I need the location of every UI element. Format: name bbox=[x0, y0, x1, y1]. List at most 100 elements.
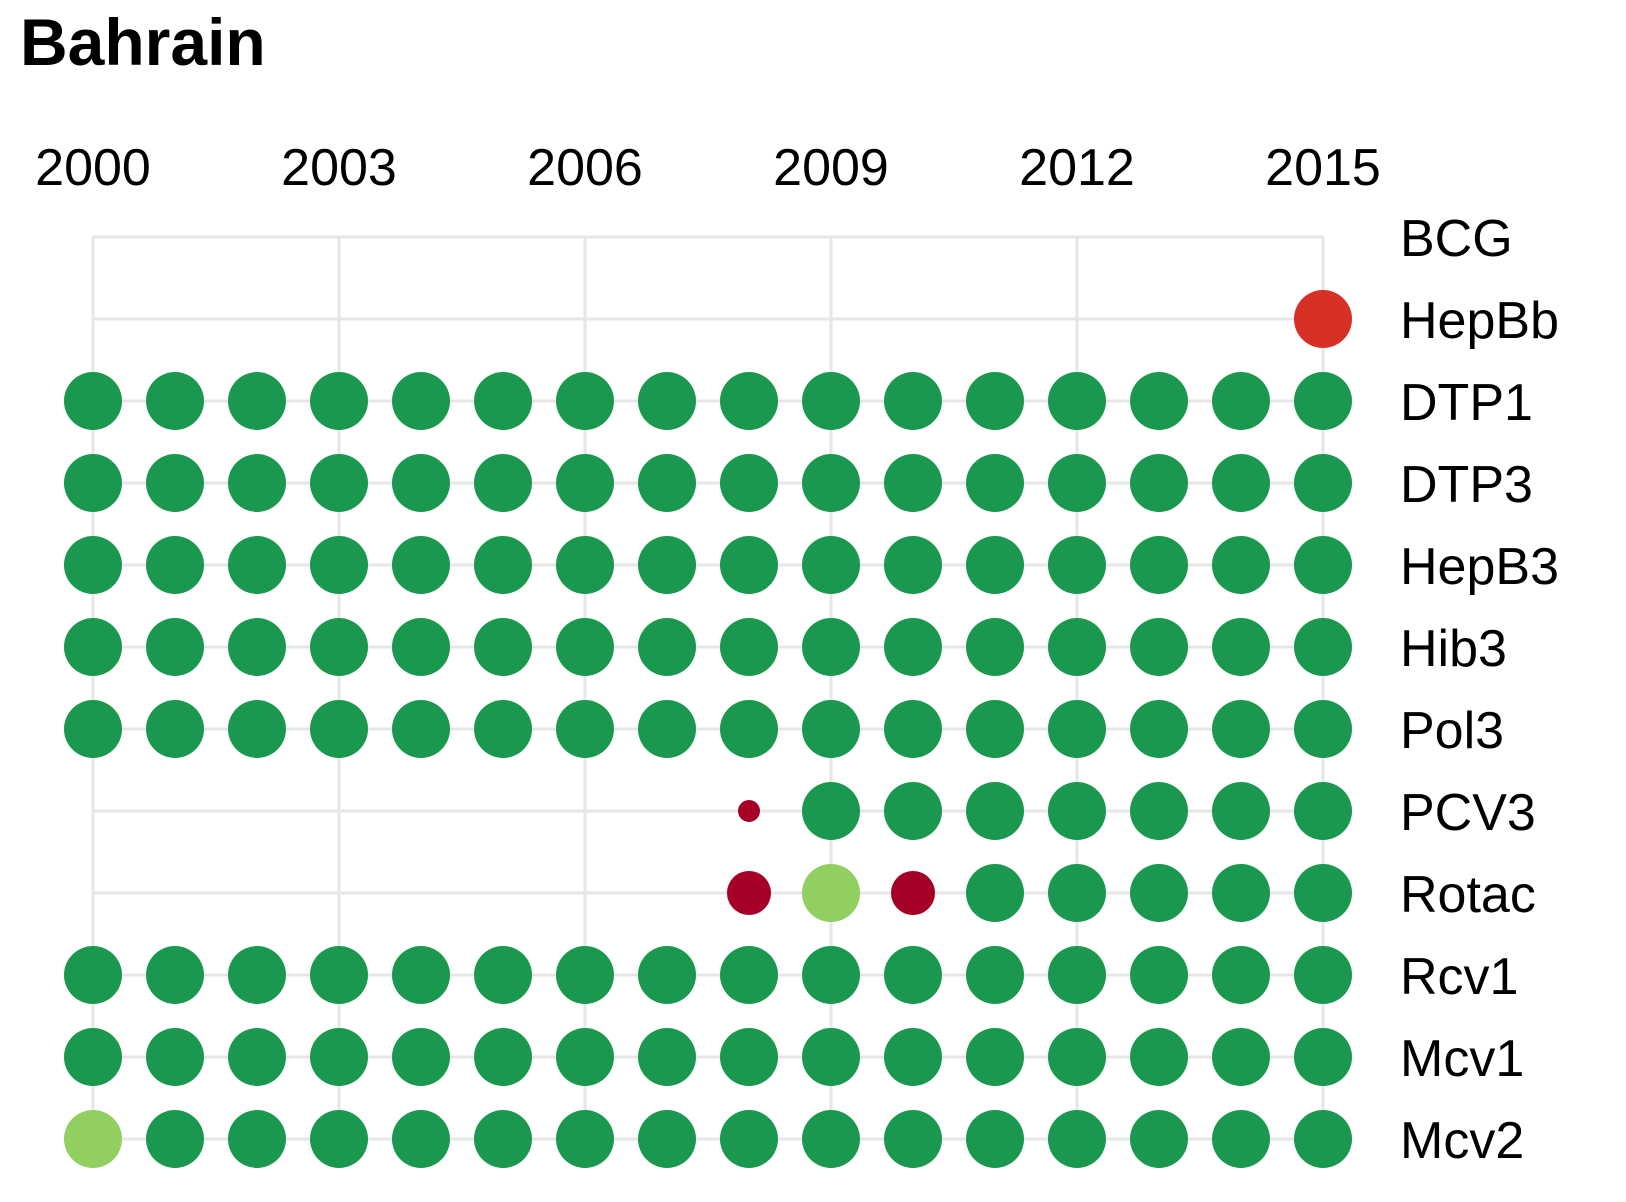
dot-mcv2-2002 bbox=[228, 1110, 286, 1168]
dot-hepb3-2011 bbox=[966, 536, 1024, 594]
dot-mcv1-2015 bbox=[1294, 1028, 1352, 1086]
dot-dtp3-2005 bbox=[474, 454, 532, 512]
dot-dtp3-2010 bbox=[884, 454, 942, 512]
dot-rcv1-2005 bbox=[474, 946, 532, 1004]
dot-hepb3-2000 bbox=[64, 536, 122, 594]
dot-mcv2-2012 bbox=[1048, 1110, 1106, 1168]
dot-hepbb-2015 bbox=[1294, 290, 1352, 348]
dot-hib3-2005 bbox=[474, 618, 532, 676]
dot-pol3-2012 bbox=[1048, 700, 1106, 758]
dot-dtp1-2006 bbox=[556, 372, 614, 430]
dot-hepb3-2012 bbox=[1048, 536, 1106, 594]
x-tick-label-2012: 2012 bbox=[1019, 139, 1135, 197]
dot-pol3-2011 bbox=[966, 700, 1024, 758]
dot-hib3-2009 bbox=[802, 618, 860, 676]
dot-rotac-2015 bbox=[1294, 864, 1352, 922]
dot-mcv1-2010 bbox=[884, 1028, 942, 1086]
x-tick-label-2006: 2006 bbox=[527, 139, 643, 197]
row-label-hepbb: HepBb bbox=[1400, 292, 1559, 350]
x-tick-label-2015: 2015 bbox=[1265, 139, 1381, 197]
dot-hib3-2008 bbox=[720, 618, 778, 676]
dot-pol3-2001 bbox=[146, 700, 204, 758]
dot-mcv2-2005 bbox=[474, 1110, 532, 1168]
dot-hepb3-2007 bbox=[638, 536, 696, 594]
dot-mcv1-2008 bbox=[720, 1028, 778, 1086]
dot-mcv1-2007 bbox=[638, 1028, 696, 1086]
dot-pcv3-2014 bbox=[1212, 782, 1270, 840]
dot-dtp3-2009 bbox=[802, 454, 860, 512]
dot-hib3-2000 bbox=[64, 618, 122, 676]
chart-title: Bahrain bbox=[20, 5, 266, 79]
x-tick-label-2000: 2000 bbox=[35, 139, 151, 197]
dot-rotac-2014 bbox=[1212, 864, 1270, 922]
dot-dtp3-2006 bbox=[556, 454, 614, 512]
dot-dtp1-2005 bbox=[474, 372, 532, 430]
dot-mcv1-2000 bbox=[64, 1028, 122, 1086]
dot-mcv1-2004 bbox=[392, 1028, 450, 1086]
x-tick-label-2003: 2003 bbox=[281, 139, 397, 197]
dot-rcv1-2013 bbox=[1130, 946, 1188, 1004]
dot-pcv3-2011 bbox=[966, 782, 1024, 840]
dot-mcv1-2012 bbox=[1048, 1028, 1106, 1086]
dot-mcv1-2003 bbox=[310, 1028, 368, 1086]
dot-hepb3-2015 bbox=[1294, 536, 1352, 594]
dot-mcv1-2014 bbox=[1212, 1028, 1270, 1086]
dot-dtp3-2011 bbox=[966, 454, 1024, 512]
dot-dtp3-2008 bbox=[720, 454, 778, 512]
row-label-mcv2: Mcv2 bbox=[1400, 1112, 1524, 1170]
dot-dtp3-2015 bbox=[1294, 454, 1352, 512]
dot-hib3-2012 bbox=[1048, 618, 1106, 676]
dot-mcv1-2009 bbox=[802, 1028, 860, 1086]
dot-dtp1-2000 bbox=[64, 372, 122, 430]
row-label-pcv3: PCV3 bbox=[1400, 784, 1536, 842]
dot-rcv1-2010 bbox=[884, 946, 942, 1004]
dot-hib3-2015 bbox=[1294, 618, 1352, 676]
dot-pol3-2007 bbox=[638, 700, 696, 758]
dot-hib3-2004 bbox=[392, 618, 450, 676]
dot-mcv2-2006 bbox=[556, 1110, 614, 1168]
dot-hib3-2001 bbox=[146, 618, 204, 676]
dot-rcv1-2007 bbox=[638, 946, 696, 1004]
dot-rcv1-2006 bbox=[556, 946, 614, 1004]
dot-pol3-2013 bbox=[1130, 700, 1188, 758]
dot-mcv2-2013 bbox=[1130, 1110, 1188, 1168]
dot-hepb3-2010 bbox=[884, 536, 942, 594]
dot-rotac-2013 bbox=[1130, 864, 1188, 922]
dot-pcv3-2009 bbox=[802, 782, 860, 840]
dot-dtp1-2010 bbox=[884, 372, 942, 430]
dot-rcv1-2014 bbox=[1212, 946, 1270, 1004]
dot-rcv1-2011 bbox=[966, 946, 1024, 1004]
dot-hepb3-2009 bbox=[802, 536, 860, 594]
dot-hepb3-2004 bbox=[392, 536, 450, 594]
dot-hib3-2003 bbox=[310, 618, 368, 676]
dot-rcv1-2015 bbox=[1294, 946, 1352, 1004]
dot-pol3-2010 bbox=[884, 700, 942, 758]
row-label-mcv1: Mcv1 bbox=[1400, 1030, 1524, 1088]
dot-dtp3-2002 bbox=[228, 454, 286, 512]
row-label-bcg: BCG bbox=[1400, 210, 1513, 268]
dot-dtp1-2002 bbox=[228, 372, 286, 430]
dot-hepb3-2008 bbox=[720, 536, 778, 594]
dot-dtp3-2012 bbox=[1048, 454, 1106, 512]
dot-dtp3-2003 bbox=[310, 454, 368, 512]
dot-pol3-2002 bbox=[228, 700, 286, 758]
dot-rcv1-2012 bbox=[1048, 946, 1106, 1004]
dot-rcv1-2003 bbox=[310, 946, 368, 1004]
dot-pcv3-2010 bbox=[884, 782, 942, 840]
dot-pol3-2008 bbox=[720, 700, 778, 758]
dot-rcv1-2001 bbox=[146, 946, 204, 1004]
dot-pol3-2000 bbox=[64, 700, 122, 758]
dot-dtp3-2004 bbox=[392, 454, 450, 512]
dot-rotac-2010 bbox=[891, 871, 935, 915]
dot-mcv2-2003 bbox=[310, 1110, 368, 1168]
dot-hib3-2013 bbox=[1130, 618, 1188, 676]
dot-dtp1-2014 bbox=[1212, 372, 1270, 430]
dot-rcv1-2002 bbox=[228, 946, 286, 1004]
dot-mcv1-2001 bbox=[146, 1028, 204, 1086]
dot-hepb3-2001 bbox=[146, 536, 204, 594]
dot-pol3-2014 bbox=[1212, 700, 1270, 758]
dot-pol3-2015 bbox=[1294, 700, 1352, 758]
dot-dtp1-2011 bbox=[966, 372, 1024, 430]
dot-dtp1-2003 bbox=[310, 372, 368, 430]
row-label-dtp3: DTP3 bbox=[1400, 456, 1533, 514]
